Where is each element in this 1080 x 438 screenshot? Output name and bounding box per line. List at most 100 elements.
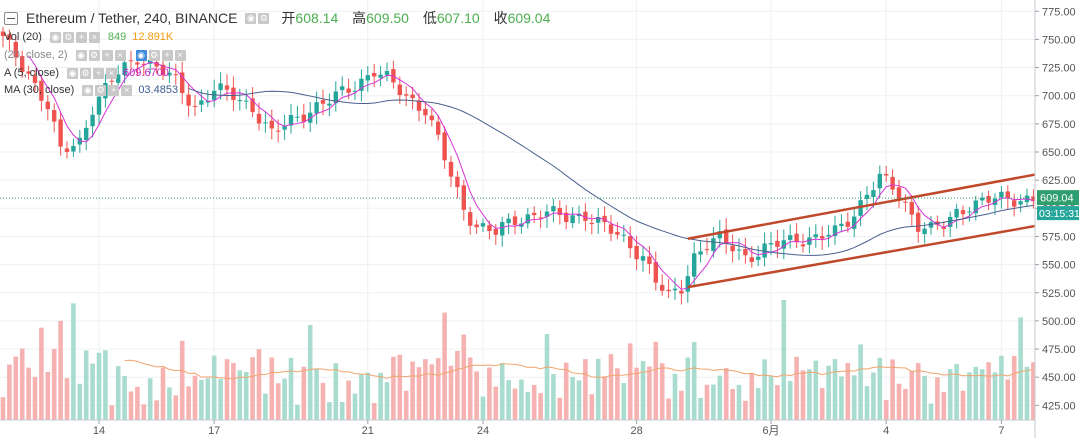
volume-bar (71, 303, 76, 420)
candle-body (564, 212, 569, 223)
volume-bar (13, 356, 19, 420)
candle-body (980, 197, 985, 201)
close-icon[interactable]: × (114, 49, 126, 61)
volume-bar (314, 368, 319, 420)
volume-bar (19, 348, 25, 420)
volume-bar (39, 327, 44, 420)
candle-body (410, 94, 415, 99)
add-icon[interactable]: + (75, 31, 87, 43)
candle-body (634, 245, 639, 260)
candle-body (64, 148, 70, 152)
price-axis[interactable]: 775.00 750.00 725.00 700.00 675.00 650.00 625.… (1034, 0, 1080, 438)
add-icon[interactable]: + (101, 49, 113, 61)
volume-bar (77, 383, 83, 420)
time-tick-label: 7 (998, 425, 1004, 437)
settings-icon[interactable]: ⚙ (148, 49, 160, 61)
eye-icon[interactable]: ◉ (67, 67, 79, 79)
settings-icon[interactable]: ⚙ (88, 49, 100, 61)
time-tick-label: 28 (630, 425, 642, 437)
volume-bar (154, 400, 159, 420)
eye-icon[interactable]: ◉ (82, 84, 94, 96)
close-icon[interactable]: × (121, 84, 133, 96)
trend-channel[interactable] (687, 165, 1079, 289)
candle-body (608, 224, 614, 234)
volume-bar (992, 372, 998, 420)
candle-body (704, 249, 710, 251)
volume-bar (755, 387, 761, 420)
volume-bar (525, 392, 531, 420)
volume-bar (352, 393, 358, 420)
volume-bar (58, 320, 63, 420)
symbol-row: Ethereum / Tether, 240, BINANCE ◉ ⚙ 开608… (4, 8, 560, 28)
price-tick-label: 525.00 (1042, 288, 1076, 300)
ma30-buttons: ◉ ⚙ + × (82, 84, 134, 96)
symbol-title[interactable]: Ethereum / Tether, 240, BINANCE (26, 10, 238, 26)
candle-body (45, 101, 50, 110)
candle-body (423, 108, 428, 116)
eye-icon[interactable]: ◉ (49, 31, 61, 43)
volume-bar (647, 366, 652, 420)
candle-body (749, 257, 754, 262)
add-icon[interactable]: + (161, 49, 173, 61)
vol-label[interactable]: Vol (20) (4, 31, 42, 43)
last-price-badge (1037, 190, 1079, 206)
candle-body (39, 80, 44, 101)
settings-icon[interactable]: ⚙ (62, 31, 74, 43)
volume-bar (160, 367, 166, 420)
close-icon[interactable]: × (174, 49, 186, 61)
volume-bar (851, 375, 857, 420)
candle-body (1031, 196, 1036, 202)
volume-bar (749, 373, 755, 420)
candle-body (340, 86, 345, 91)
volume-bar (967, 372, 972, 420)
volume-bar (736, 384, 742, 420)
volume-bar (723, 368, 729, 420)
candle-body (743, 249, 748, 256)
close-icon[interactable]: × (106, 67, 118, 79)
volume-bar (403, 390, 409, 420)
bb-label[interactable]: (20, close, 2) (4, 49, 68, 61)
candle-body (455, 176, 460, 188)
volume-bar (115, 366, 121, 420)
volume-bar (781, 300, 787, 420)
volume-bar (730, 388, 735, 420)
candle-body (717, 231, 722, 239)
candle-body (557, 207, 562, 215)
eye-icon[interactable]: ◉ (135, 49, 147, 61)
volume-bar (691, 342, 697, 420)
eye-icon[interactable]: ◉ (245, 12, 257, 24)
volume-bar (103, 350, 108, 420)
candle-body (192, 105, 198, 107)
add-icon[interactable]: + (108, 84, 120, 96)
close-icon[interactable]: × (88, 31, 100, 43)
ma5-label[interactable]: A (5, close) (4, 67, 60, 79)
candle-body (333, 91, 338, 104)
candle-body (480, 223, 486, 227)
candle-body (826, 234, 831, 237)
candle-body (13, 41, 18, 58)
settings-icon[interactable]: ⚙ (258, 12, 270, 24)
candle-body (346, 88, 351, 93)
ma5-value: 609.6700 (123, 67, 169, 79)
volume-bar (576, 380, 582, 420)
candle-body (909, 202, 914, 215)
volume-bar (493, 386, 499, 420)
volume-bar (45, 371, 51, 420)
candle-body (116, 74, 121, 83)
eye-icon[interactable]: ◉ (75, 49, 87, 61)
volume-bar (947, 369, 953, 420)
volume-bar (698, 397, 703, 420)
add-icon[interactable]: + (93, 67, 105, 79)
settings-icon[interactable]: ⚙ (80, 67, 92, 79)
time-axis[interactable]: 14172124286月4711 (0, 419, 1080, 437)
volume-bar (109, 405, 115, 420)
ma30-label[interactable]: MA (30, close) (4, 84, 75, 96)
vol-buttons: ◉ ⚙ + × (49, 31, 102, 43)
candle-body (218, 83, 223, 91)
collapse-icon[interactable] (4, 11, 18, 25)
candle-body (1012, 200, 1017, 207)
candle-body (538, 217, 543, 219)
settings-icon[interactable]: ⚙ (95, 84, 107, 96)
candle-body (269, 120, 274, 129)
